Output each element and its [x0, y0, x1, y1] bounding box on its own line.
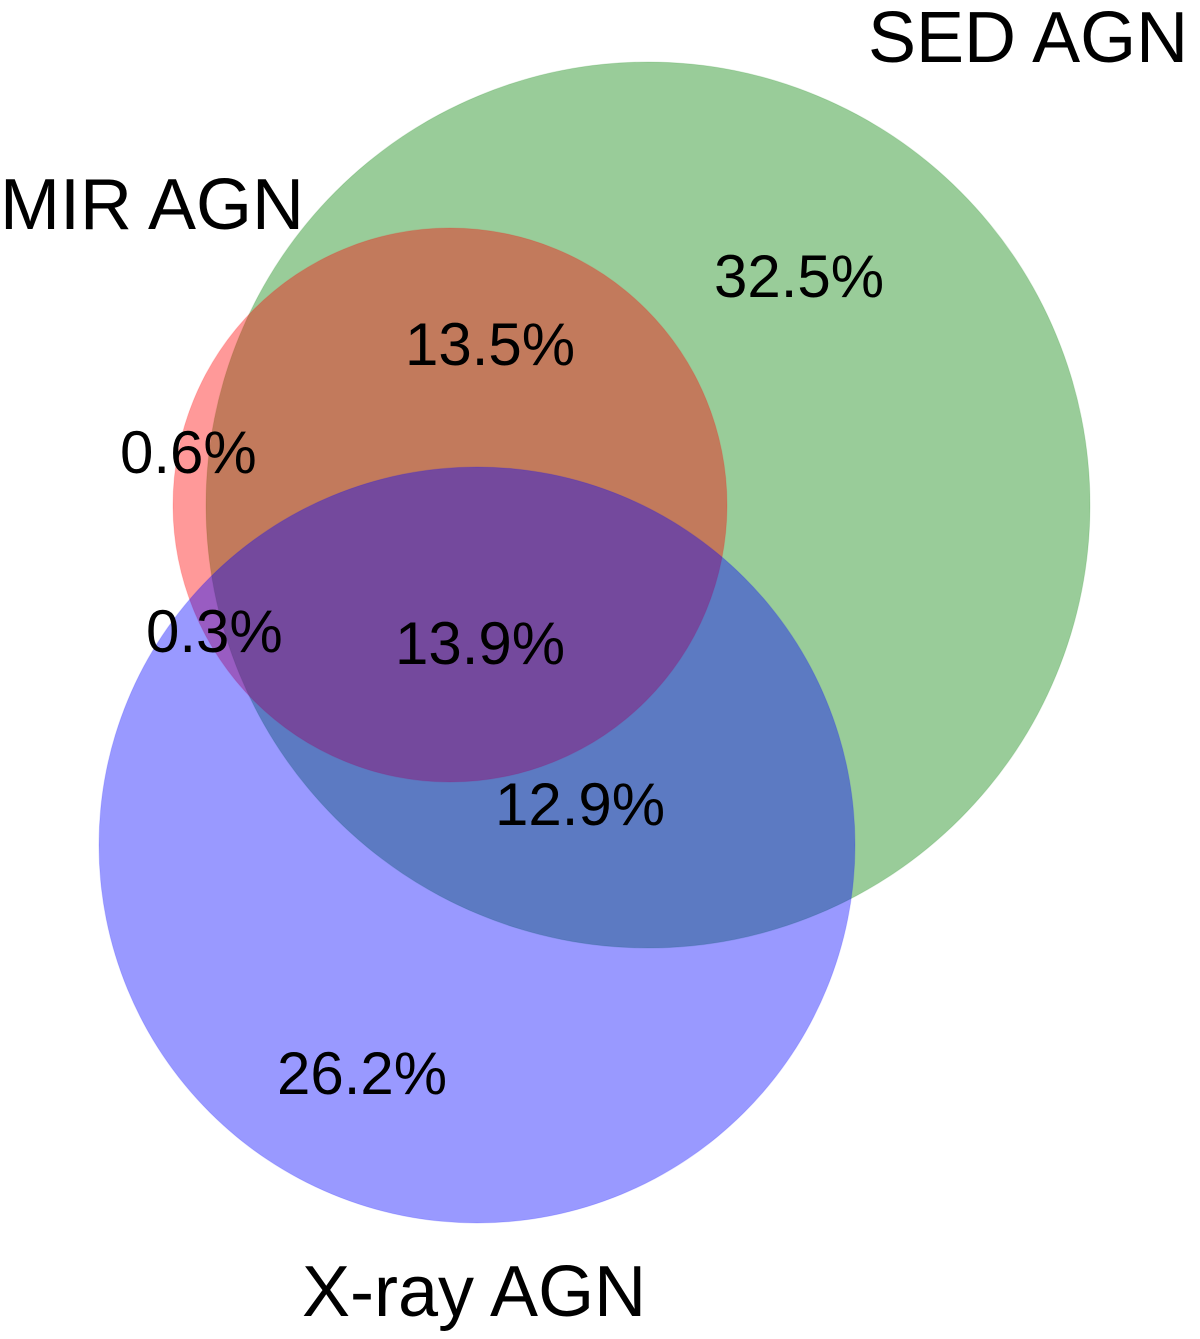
- sed-agn-circle: [205, 61, 1091, 949]
- sed-agn-label: SED AGN: [868, 0, 1188, 78]
- xray-agn-label: X-ray AGN: [302, 1252, 646, 1332]
- region-label-sed-xray: 12.9%: [495, 771, 665, 838]
- region-label-mir-sed: 13.5%: [405, 311, 575, 378]
- region-label-xray-only: 26.2%: [277, 1040, 447, 1107]
- mir-agn-circle: [172, 227, 728, 783]
- region-label-mir-xray: 0.3%: [146, 598, 283, 665]
- region-label-sed-only: 32.5%: [714, 243, 884, 310]
- region-label-all-three: 13.9%: [395, 610, 565, 677]
- xray-agn-circle: [98, 466, 856, 1224]
- mir-agn-label: MIR AGN: [0, 165, 304, 245]
- region-label-mir-only: 0.6%: [120, 419, 257, 486]
